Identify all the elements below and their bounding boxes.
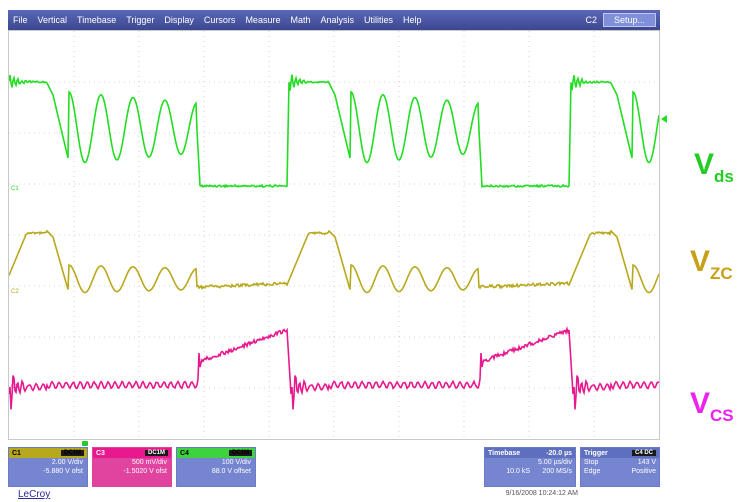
trigger-level: 143 V [637,459,656,466]
timebase-label: Timebase [488,449,521,457]
menu-math[interactable]: Math [290,15,311,25]
setup-button[interactable]: Setup... [602,13,656,27]
channel-coupling-tag: DC1M [144,450,168,456]
channel-marker-c2: C2 [11,289,19,295]
trigger-box[interactable]: Trigger C4 DC Stop 143 V Edge Positive [580,447,660,487]
status-bar: C1 DC1M 2.00 V/div -5.880 V ofst C3 DC1M 5… [8,447,660,489]
trigger-position-marker[interactable] [82,441,88,446]
label-vzc-sub: ZC [710,264,733,283]
label-vzc: VZC [690,247,733,289]
label-vds: Vds [694,150,734,192]
channel-scale: 2.00 V/div [51,459,83,466]
channel-box-c4[interactable]: C4 DC1M 100 V/div 88.0 V offset [176,447,256,487]
channel-offset: -1.5020 V ofst [123,468,167,475]
timebase-box[interactable]: Timebase -20.0 µs 5.00 µs/div 10.0 kS 200 … [484,447,576,487]
timebase-per-div: 5.00 µs/div [538,459,572,466]
timebase-samples: 10.0 kS [506,468,530,475]
waveform-display[interactable]: C1 C2 C3 [8,30,660,440]
menu-vertical[interactable]: Vertical [37,15,68,25]
channel-offset: -5.880 V ofst [43,468,83,475]
channel-marker-c1: C1 [11,186,19,192]
channel-box-label: C4 [180,449,189,457]
menu-help[interactable]: Help [403,15,422,25]
timebase-rate: 200 MS/s [542,468,572,475]
channel-scale: 500 mV/div [131,459,167,466]
trigger-type: Edge [584,468,601,475]
menu-utilities[interactable]: Utilities [363,15,393,25]
channel-offset: 88.0 V offset [211,468,251,475]
label-vcs-sub: CS [710,406,734,425]
label-vcs-main: V [690,387,711,420]
waveform-ch1-vds [9,74,659,189]
waveform-ch2-vzc [9,229,659,294]
trigger-level-marker[interactable] [661,115,667,123]
label-vds-sub: ds [714,167,734,186]
channel-box-c1[interactable]: C1 DC1M 2.00 V/div -5.880 V ofst [8,447,88,487]
timebase-delay: -20.0 µs [546,449,572,457]
waveform-canvas: C1 C2 C3 [9,31,659,439]
trigger-label: Trigger [584,449,608,457]
channel-box-label: C3 [96,449,105,457]
menu-display[interactable]: Display [164,15,194,25]
channel-marker-c3: C3 [11,384,19,390]
oscilloscope-window: File Vertical Timebase Trigger Display C… [8,10,667,500]
label-vds-main: V [694,148,715,181]
active-channel-indicator: C2 [585,15,597,25]
channel-box-label: C1 [12,449,21,457]
menu-measure[interactable]: Measure [245,15,281,25]
trigger-source-tag: C4 DC [631,450,656,456]
timestamp: 9/16/2008 10:24:12 AM [505,490,578,497]
menu-timebase[interactable]: Timebase [77,15,117,25]
menu-bar: File Vertical Timebase Trigger Display C… [8,10,660,30]
channel-coupling-tag: DC1M [228,450,252,456]
label-vcs: VCS [690,389,734,431]
lecroy-logo: LeCroy [18,489,51,500]
label-vzc-main: V [690,245,711,278]
channel-coupling-tag: DC1M [60,450,84,456]
channel-box-c3[interactable]: C3 DC1M 500 mV/div -1.5020 V ofst [92,447,172,487]
waveform-ch3-vcs [9,325,659,410]
menu-trigger[interactable]: Trigger [126,15,155,25]
trigger-slope: Positive [631,468,656,475]
trigger-mode: Stop [584,459,599,466]
menu-cursors[interactable]: Cursors [203,15,236,25]
channel-scale: 100 V/div [221,459,251,466]
menu-analysis[interactable]: Analysis [320,15,354,25]
menu-file[interactable]: File [13,15,28,25]
